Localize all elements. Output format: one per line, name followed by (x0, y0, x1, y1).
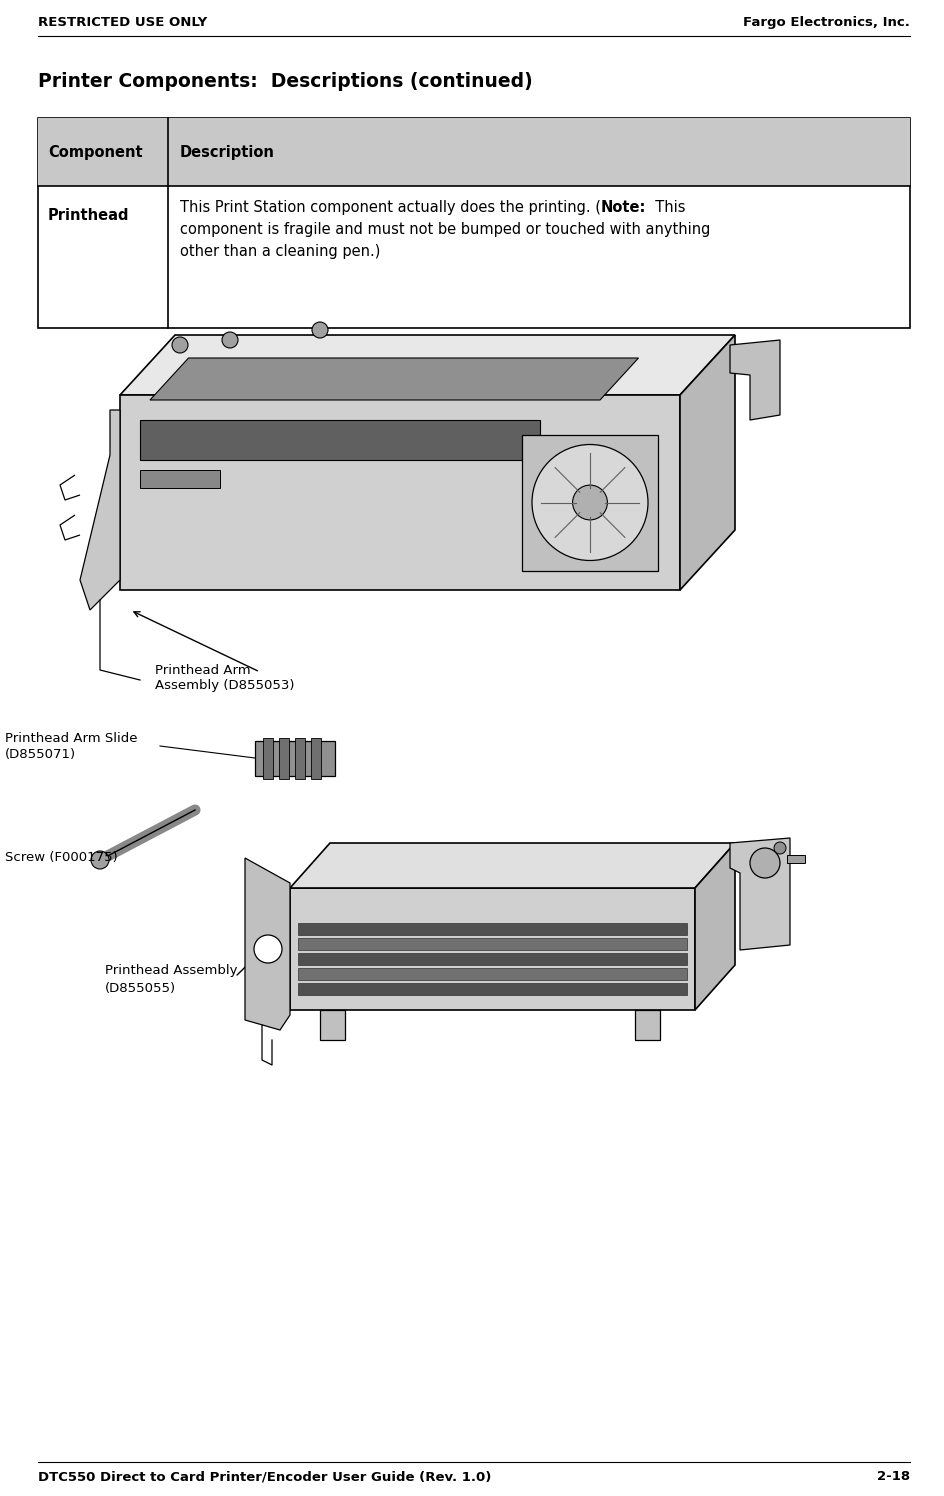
Bar (522, 434, 658, 570)
Bar (787, 856, 805, 863)
Polygon shape (730, 838, 790, 950)
Text: RESTRICTED USE ONLY: RESTRICTED USE ONLY (38, 16, 208, 28)
Circle shape (172, 337, 188, 353)
Polygon shape (150, 358, 638, 399)
Circle shape (312, 322, 328, 338)
Bar (298, 983, 687, 995)
Text: This: This (647, 200, 686, 215)
Text: Screw (F000175): Screw (F000175) (5, 851, 118, 863)
Circle shape (750, 848, 780, 878)
Text: This Print Station component actually does the printing. (: This Print Station component actually do… (180, 200, 601, 215)
Bar (320, 1010, 345, 1040)
Text: Printhead Arm
Assembly (D855053): Printhead Arm Assembly (D855053) (155, 664, 295, 693)
Bar (279, 738, 289, 779)
Bar (295, 738, 305, 779)
Text: Description: Description (180, 145, 275, 160)
Circle shape (254, 935, 282, 963)
Text: component is fragile and must not be bumped or touched with anything: component is fragile and must not be bum… (180, 221, 711, 236)
Bar (255, 741, 335, 776)
Bar (263, 738, 273, 779)
Text: Fargo Electronics, Inc.: Fargo Electronics, Inc. (743, 16, 910, 28)
Circle shape (532, 444, 648, 561)
Circle shape (774, 842, 786, 854)
Text: Printhead Assembly: Printhead Assembly (105, 963, 238, 977)
Text: other than a cleaning pen.): other than a cleaning pen.) (180, 244, 380, 259)
Bar (140, 470, 220, 488)
Circle shape (573, 485, 607, 521)
Bar (38, 118, 910, 328)
Polygon shape (680, 335, 735, 589)
Circle shape (91, 851, 109, 869)
Text: Printer Components:  Descriptions (continued): Printer Components: Descriptions (contin… (38, 72, 532, 91)
Text: (D855071): (D855071) (5, 748, 76, 761)
Bar (298, 938, 687, 950)
Text: (D855055): (D855055) (105, 981, 177, 995)
Polygon shape (730, 340, 780, 420)
Bar (298, 968, 687, 980)
Bar (38, 118, 910, 186)
Polygon shape (290, 889, 695, 1010)
Bar (635, 1010, 660, 1040)
Polygon shape (120, 335, 735, 395)
Bar (298, 923, 687, 935)
Text: DTC550 Direct to Card Printer/Encoder User Guide (Rev. 1.0): DTC550 Direct to Card Printer/Encoder Us… (38, 1471, 492, 1483)
Polygon shape (245, 859, 290, 1031)
Text: Component: Component (48, 145, 143, 160)
Circle shape (222, 332, 238, 349)
Polygon shape (290, 844, 735, 889)
Text: Printhead: Printhead (48, 208, 129, 223)
Text: Note:: Note: (601, 200, 647, 215)
Bar (140, 420, 540, 459)
Polygon shape (120, 395, 680, 589)
Bar (311, 738, 321, 779)
Text: 2-18: 2-18 (877, 1471, 910, 1483)
Polygon shape (80, 410, 120, 610)
Bar (298, 953, 687, 965)
Polygon shape (695, 844, 735, 1010)
Text: Printhead Arm Slide: Printhead Arm Slide (5, 732, 138, 745)
